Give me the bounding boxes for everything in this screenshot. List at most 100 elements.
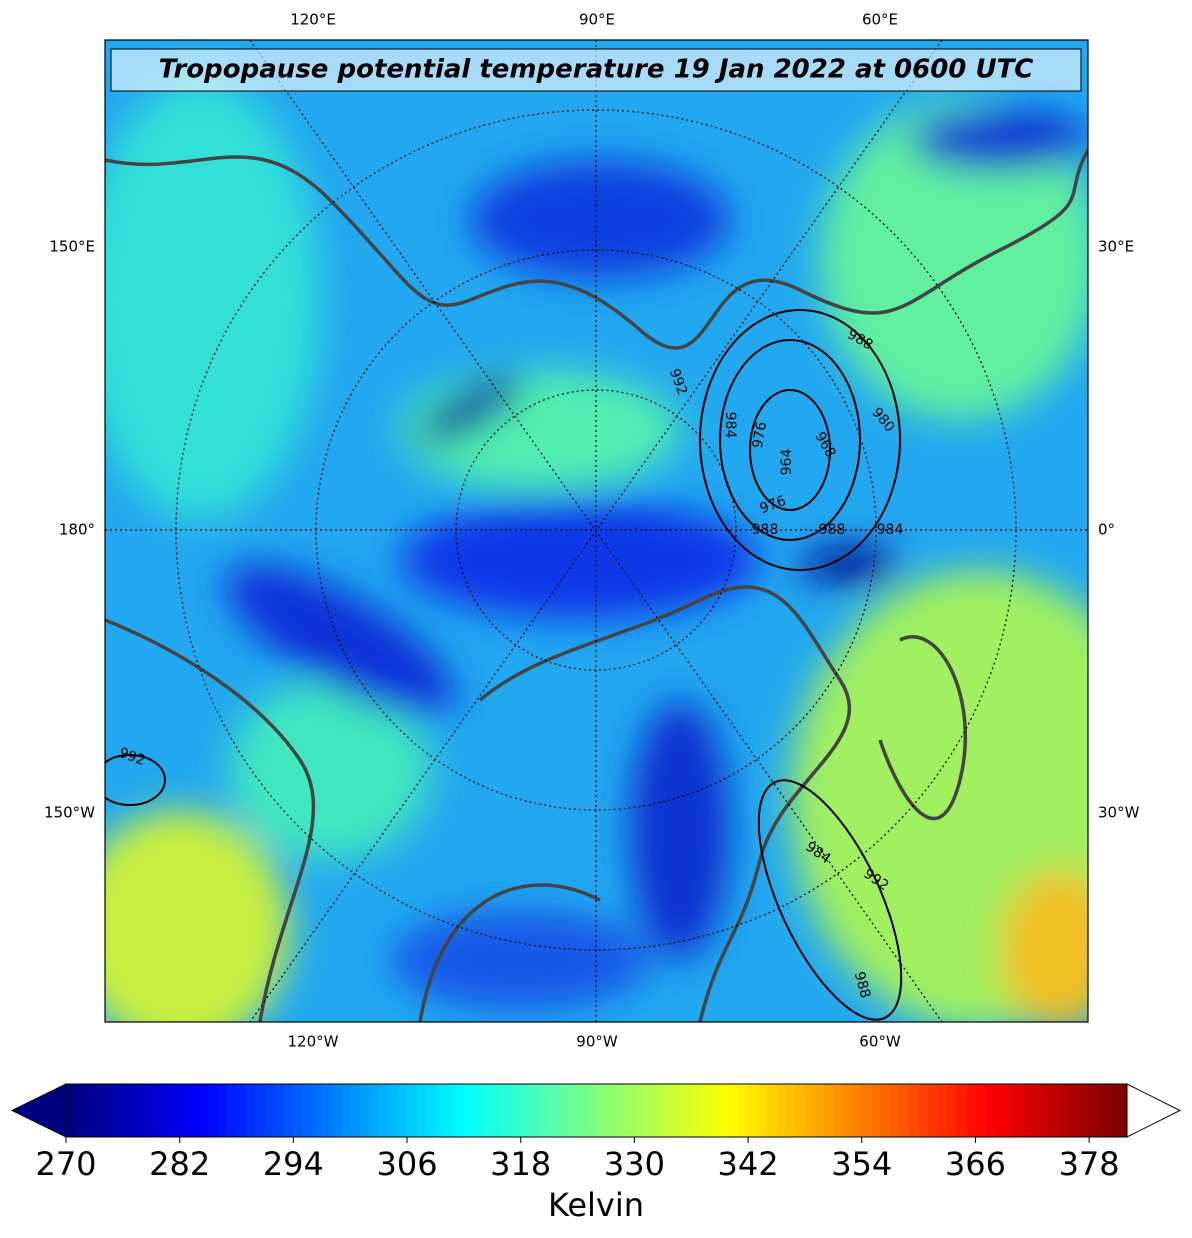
- colorbar-step: [975, 1084, 986, 1137]
- colorbar-step: [217, 1084, 228, 1137]
- colorbar-tick-label: 354: [831, 1145, 892, 1183]
- colorbar-step: [160, 1084, 171, 1137]
- colorbar-step: [691, 1084, 702, 1137]
- colorbar-step: [66, 1084, 77, 1137]
- colorbar-step: [293, 1084, 304, 1137]
- colorbar-step: [804, 1084, 815, 1137]
- colorbar-step: [605, 1084, 617, 1137]
- colorbar-step: [454, 1084, 465, 1137]
- colorbar-step: [899, 1084, 910, 1137]
- colorbar-tick-label: 342: [718, 1145, 779, 1183]
- colorbar-step: [236, 1084, 247, 1137]
- colorbar-step: [719, 1084, 730, 1137]
- colorbar-step: [1117, 1084, 1128, 1137]
- colorbar-step: [435, 1084, 446, 1137]
- colorbar-step: [1013, 1084, 1024, 1137]
- colorbar-step: [1070, 1084, 1081, 1137]
- colorbar-tick-label: 306: [376, 1145, 437, 1183]
- colorbar-step: [189, 1084, 200, 1137]
- colorbar-step: [937, 1084, 948, 1137]
- colorbar-step: [634, 1084, 645, 1137]
- colorbar-step: [227, 1084, 238, 1137]
- colorbar-step: [1108, 1084, 1119, 1137]
- lon-label: 120°E: [290, 11, 336, 29]
- colorbar-step: [956, 1084, 967, 1137]
- lon-label: 90°W: [576, 1033, 618, 1051]
- colorbar-step: [795, 1084, 806, 1137]
- contour-label: 984: [877, 522, 904, 538]
- colorbar-step: [331, 1084, 342, 1137]
- colorbar-step: [1041, 1084, 1052, 1137]
- colorbar-step: [1032, 1084, 1043, 1137]
- colorbar-frame: [65, 1083, 1128, 1138]
- colorbar-step: [302, 1084, 313, 1137]
- colorbar-step: [84, 1084, 96, 1137]
- lon-label: 120°W: [288, 1033, 339, 1051]
- colorbar-step: [596, 1084, 607, 1137]
- colorbar-step: [748, 1084, 759, 1137]
- colorbar-step: [785, 1084, 797, 1137]
- lat-label: 0°: [1098, 521, 1115, 539]
- colorbar-step: [767, 1084, 778, 1137]
- map-frame: [104, 39, 1089, 1023]
- colorbar-tick-label: 282: [149, 1145, 210, 1183]
- colorbar-step: [198, 1084, 209, 1137]
- colorbar-extend-low: [10, 1083, 67, 1138]
- colorbar-step: [274, 1084, 285, 1137]
- colorbar-step: [321, 1084, 332, 1137]
- title: Tropopause potential temperature 19 Jan …: [159, 55, 1034, 85]
- colorbar-step: [643, 1084, 654, 1137]
- colorbar-step: [397, 1084, 408, 1137]
- colorbar-step: [700, 1084, 711, 1137]
- colorbar-step: [312, 1084, 323, 1137]
- colorbar-step: [416, 1084, 427, 1137]
- colorbar-step: [501, 1084, 512, 1137]
- colorbar-step: [511, 1084, 522, 1137]
- colorbar-step: [530, 1084, 541, 1137]
- lon-label: 90°E: [579, 11, 615, 29]
- colorbar-step: [378, 1084, 389, 1137]
- colorbar-step: [340, 1084, 351, 1137]
- colorbar-step: [947, 1084, 958, 1137]
- colorbar-step: [909, 1084, 920, 1137]
- contour-label: 976: [750, 420, 770, 449]
- colorbar-step: [539, 1084, 550, 1137]
- lon-label: 60°E: [862, 11, 898, 29]
- colorbar-step: [918, 1084, 929, 1137]
- colorbar-step: [861, 1084, 872, 1137]
- colorbar-step: [1022, 1084, 1033, 1137]
- colorbar-step: [994, 1084, 1005, 1137]
- colorbar-step: [369, 1084, 380, 1137]
- colorbar-step: [75, 1084, 86, 1137]
- colorbar-step: [151, 1084, 162, 1137]
- colorbar-step: [833, 1084, 844, 1137]
- colorbar-step: [113, 1084, 124, 1137]
- colorbar-step: [170, 1084, 181, 1137]
- colorbar-step: [179, 1084, 190, 1137]
- colorbar-step: [103, 1084, 114, 1137]
- colorbar-extend-high: [1126, 1083, 1182, 1138]
- colorbar-step: [1003, 1084, 1014, 1137]
- colorbar-step: [624, 1084, 635, 1137]
- colorbar-step: [738, 1084, 749, 1137]
- colorbar-step: [141, 1084, 152, 1137]
- colorbar-tick-label: 270: [35, 1145, 96, 1183]
- colorbar-step: [1079, 1084, 1090, 1137]
- colorbar-step: [482, 1084, 493, 1137]
- colorbar-step: [710, 1084, 721, 1137]
- map-field: [105, 40, 1088, 1022]
- colorbar-step: [814, 1084, 825, 1137]
- colorbar-step: [890, 1084, 901, 1137]
- colorbar-step: [425, 1084, 437, 1137]
- colorbar-step: [1098, 1084, 1109, 1137]
- colorbar-step: [558, 1084, 569, 1137]
- colorbar-step: [880, 1084, 891, 1137]
- colorbar-step: [984, 1084, 995, 1137]
- lon-label: 60°W: [859, 1033, 901, 1051]
- colorbar-step: [520, 1084, 531, 1137]
- colorbar-step: [871, 1084, 882, 1137]
- title-box: [110, 48, 1082, 92]
- colorbar-step: [463, 1084, 474, 1137]
- lat-label: 30°E: [1098, 238, 1134, 256]
